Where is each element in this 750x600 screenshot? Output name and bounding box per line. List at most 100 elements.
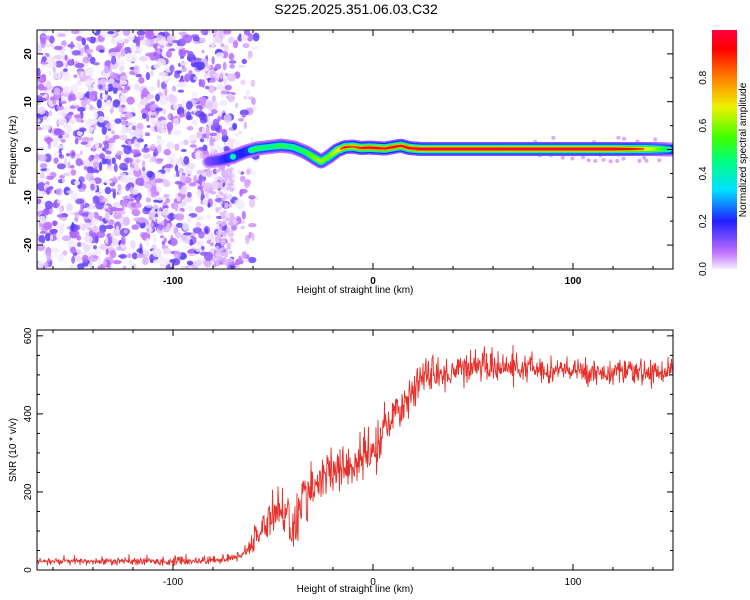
noise-blob — [153, 30, 159, 37]
noise-blob — [60, 138, 66, 143]
noise-blob — [153, 259, 162, 264]
noise-blob — [108, 78, 115, 84]
noise-blob — [179, 112, 185, 118]
noise-blob — [174, 202, 179, 212]
noise-blob — [61, 40, 67, 47]
noise-blob — [152, 234, 157, 241]
noise-blob — [180, 200, 187, 207]
noise-blob — [178, 141, 185, 146]
x-tick-label: 100 — [565, 276, 582, 287]
noise-blob — [108, 137, 116, 144]
noise-blob — [71, 256, 75, 264]
noise-blob — [177, 81, 187, 88]
noise-blob — [220, 177, 224, 181]
noise-blob — [239, 175, 246, 183]
noise-blob — [133, 83, 140, 91]
noise-blob — [223, 44, 229, 52]
noise-blob — [37, 182, 46, 192]
noise-blob — [230, 229, 234, 234]
noise-blob — [180, 148, 187, 153]
noise-blob — [215, 52, 224, 59]
noise-blob — [209, 142, 215, 147]
noise-blob — [52, 201, 59, 209]
noise-blob — [186, 111, 192, 120]
noise-blob — [100, 221, 104, 226]
noise-blob — [154, 216, 162, 220]
noise-blob — [214, 63, 222, 70]
noise-blob — [92, 195, 100, 204]
noise-blob — [163, 193, 170, 198]
noise-blob — [162, 205, 169, 209]
noise-blob — [177, 210, 184, 214]
noise-blob — [145, 197, 151, 203]
noise-blob — [216, 144, 221, 150]
noise-blob — [104, 134, 110, 143]
y-tick-label: 400 — [23, 405, 34, 422]
noise-blob — [134, 49, 142, 54]
noise-blob — [119, 134, 128, 141]
noise-blob — [148, 94, 155, 99]
noise-blob — [119, 113, 127, 118]
y-tick-label: 200 — [23, 483, 34, 500]
noise-blob — [86, 118, 90, 128]
noise-blob — [150, 143, 156, 150]
noise-blob — [200, 79, 206, 88]
noise-blob — [223, 145, 230, 153]
noise-blob — [63, 133, 70, 139]
noise-blob — [241, 34, 249, 41]
noise-blob — [216, 239, 221, 244]
noise-blob — [219, 211, 224, 216]
noise-blob — [74, 180, 80, 186]
noise-blob — [80, 47, 85, 51]
noise-blob — [171, 224, 177, 229]
noise-blob — [157, 40, 167, 44]
noise-blob — [54, 60, 64, 68]
noise-blob — [149, 216, 154, 221]
noise-blob — [44, 137, 54, 143]
noise-blob — [96, 99, 102, 109]
noise-blob — [74, 255, 83, 263]
noise-blob — [119, 75, 128, 81]
noise-blob — [187, 51, 194, 58]
noise-blob — [204, 32, 208, 36]
noise-blob — [229, 258, 233, 262]
noise-blob — [79, 127, 87, 132]
noise-blob — [51, 248, 60, 253]
noise-blob — [117, 51, 122, 59]
noise-blob — [67, 128, 73, 132]
noise-blob — [139, 98, 149, 106]
noise-blob — [209, 136, 214, 144]
noise-blob — [58, 33, 66, 37]
noise-blob — [156, 48, 161, 55]
noise-blob — [80, 242, 87, 247]
noise-blob — [104, 65, 110, 74]
noise-blob — [43, 94, 48, 98]
noise-blob — [93, 157, 101, 163]
noise-blob — [125, 112, 133, 119]
noise-blob — [237, 255, 243, 265]
noise-blob — [37, 74, 46, 84]
noise-blob — [189, 239, 194, 246]
noise-blob — [145, 38, 155, 48]
noise-blob — [90, 79, 99, 83]
noise-blob — [142, 113, 147, 119]
noise-blob — [185, 100, 193, 110]
noise-blob — [138, 77, 145, 84]
noise-blob — [247, 56, 251, 60]
noise-blob — [56, 233, 61, 242]
noise-blob — [120, 120, 129, 126]
noise-blob — [212, 118, 220, 128]
spectrogram-noise — [37, 30, 673, 269]
noise-blob — [188, 182, 196, 187]
noise-blob — [150, 101, 156, 105]
noise-blob — [96, 231, 106, 239]
noise-blob — [228, 250, 233, 254]
noise-blob — [56, 104, 64, 111]
noise-blob — [181, 66, 187, 72]
noise-blob — [601, 157, 606, 162]
noise-blob — [41, 56, 47, 62]
noise-blob — [208, 79, 216, 83]
noise-blob — [178, 168, 185, 173]
noise-blob — [95, 39, 99, 43]
